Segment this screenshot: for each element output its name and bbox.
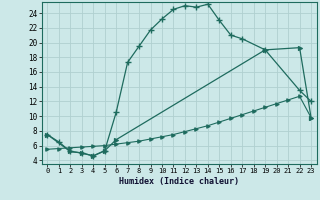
X-axis label: Humidex (Indice chaleur): Humidex (Indice chaleur) xyxy=(119,177,239,186)
